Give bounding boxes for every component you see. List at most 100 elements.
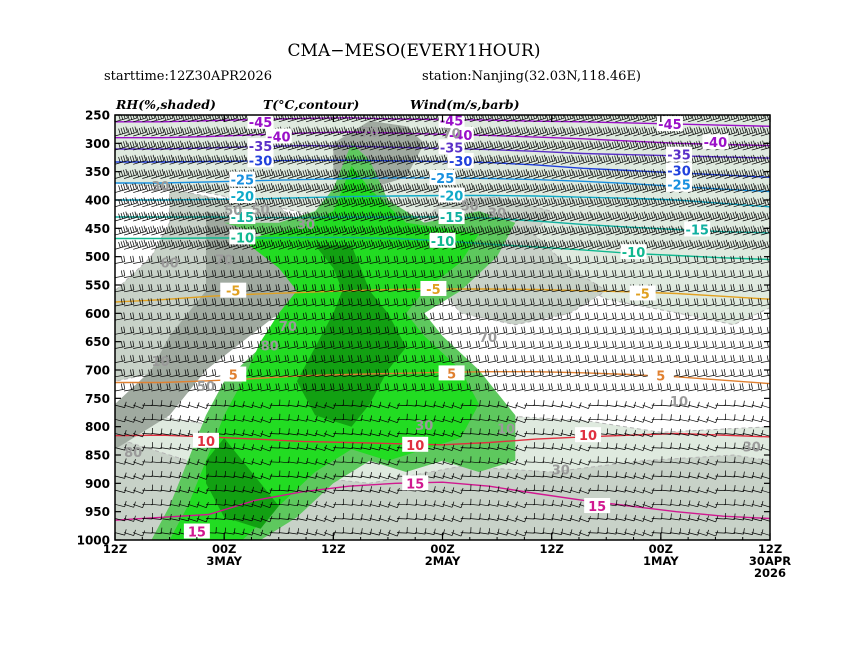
wind-barb <box>260 354 271 363</box>
wind-barb <box>115 430 127 437</box>
wind-barb <box>142 169 156 179</box>
wind-barb <box>515 530 528 537</box>
wind-barb <box>642 169 656 179</box>
wind-barb <box>706 473 719 480</box>
wind-barb <box>669 298 681 307</box>
wind-barb <box>387 183 401 193</box>
wind-barb <box>396 255 408 264</box>
wind-barb <box>333 298 344 307</box>
wind-barb <box>497 458 509 465</box>
wind-barb <box>396 197 410 208</box>
wind-barb <box>196 239 210 250</box>
wind-barb <box>606 326 617 335</box>
rh-region-95-9 <box>296 245 407 427</box>
wind-barb <box>478 225 492 236</box>
wind-barb <box>324 402 337 409</box>
wind-barb <box>224 255 235 264</box>
wind-barb <box>224 340 235 349</box>
wind-barb <box>578 402 591 409</box>
wind-barb <box>460 399 472 406</box>
wind-barb <box>251 369 262 378</box>
wind-barb <box>305 444 318 451</box>
wind-barb <box>360 298 371 307</box>
wind-barb <box>678 269 690 278</box>
y-tick-label: 800 <box>85 420 110 434</box>
wind-barb <box>606 126 620 137</box>
wind-barb <box>724 414 736 421</box>
wind-barb <box>542 312 553 321</box>
wind-barb <box>187 169 201 179</box>
wind-barb <box>460 211 474 222</box>
wind-barb <box>451 473 464 480</box>
wind-barb <box>487 401 500 408</box>
wind-barb <box>115 486 127 493</box>
chart-subtitle-station: station:Nanjing(32.03N,118.46E) <box>422 69 641 84</box>
wind-barb <box>606 255 617 264</box>
wind-barb <box>624 472 636 479</box>
wind-barb <box>351 183 365 193</box>
wind-barb <box>742 126 756 137</box>
wind-barb <box>524 169 538 179</box>
wind-barb <box>551 298 562 307</box>
wind-barb <box>169 225 183 236</box>
wind-barb <box>551 340 562 349</box>
wind-barb <box>651 225 665 236</box>
wind-barb <box>651 399 663 406</box>
rh-label: 80 <box>124 446 142 461</box>
wind-barb <box>715 484 727 491</box>
wind-barb <box>578 530 591 537</box>
wind-barb <box>251 255 262 264</box>
wind-barb <box>251 284 262 293</box>
wind-barb <box>487 528 500 535</box>
wind-barb <box>305 430 318 437</box>
wind-barb <box>669 269 681 278</box>
wind-barb <box>196 416 209 424</box>
wind-barb <box>296 269 308 278</box>
wind-barb <box>624 126 638 137</box>
wind-barb <box>324 326 335 335</box>
wind-barb <box>751 529 764 536</box>
wind-barb <box>569 312 581 321</box>
wind-barb <box>678 528 691 535</box>
wind-barb <box>742 154 756 165</box>
wind-barb <box>533 340 544 349</box>
wind-barb <box>724 183 738 193</box>
wind-barb <box>169 401 181 408</box>
wind-barb <box>142 399 153 406</box>
wind-barb <box>260 487 273 494</box>
wind-barb <box>651 340 662 349</box>
wind-barb <box>760 141 770 151</box>
wind-barb <box>578 239 592 250</box>
wind-barb <box>615 401 627 408</box>
wind-barb <box>688 401 700 408</box>
wind-barb <box>169 472 181 479</box>
temp-label-bg <box>447 152 474 168</box>
wind-barb <box>478 383 490 392</box>
temp-label: -35 <box>249 140 273 155</box>
wind-barb <box>296 126 310 137</box>
wind-barb <box>305 515 318 522</box>
wind-barb <box>196 126 210 137</box>
wind-barb <box>478 354 490 363</box>
wind-barb <box>651 498 663 506</box>
wind-barb <box>396 211 410 222</box>
wind-barb <box>460 340 471 349</box>
wind-barb <box>733 298 744 307</box>
wind-barb <box>178 458 191 465</box>
wind-barb <box>360 415 372 422</box>
wind-barb <box>378 298 390 307</box>
wind-barb <box>688 284 699 293</box>
wind-barb <box>242 529 254 536</box>
wind-barb <box>524 284 535 293</box>
wind-barb <box>642 459 655 466</box>
wind-barb <box>215 126 228 137</box>
wind-barb <box>651 512 663 520</box>
wind-barb <box>569 255 581 264</box>
wind-barb <box>706 487 719 494</box>
wind-barb <box>196 473 209 480</box>
wind-barb <box>497 239 510 250</box>
wind-barb <box>160 211 174 222</box>
wind-barb <box>560 472 573 479</box>
wind-barb <box>742 443 755 450</box>
wind-barb <box>742 140 756 151</box>
